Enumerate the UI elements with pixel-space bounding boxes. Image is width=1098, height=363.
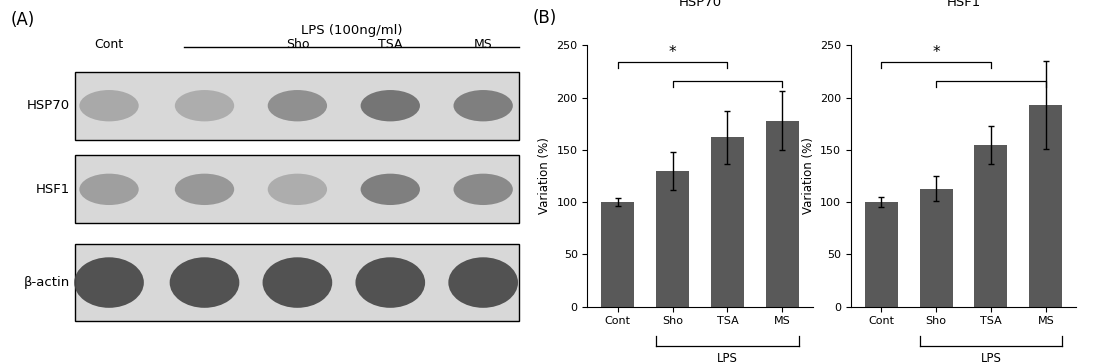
Ellipse shape	[75, 257, 144, 308]
Bar	[712, 137, 744, 307]
Bar	[766, 121, 799, 307]
Text: (B): (B)	[533, 9, 557, 27]
Text: Sho: Sho	[285, 38, 310, 51]
Ellipse shape	[79, 90, 138, 121]
Ellipse shape	[170, 257, 239, 308]
Text: MS: MS	[474, 38, 493, 51]
Text: HSF1: HSF1	[36, 183, 70, 196]
Text: *: *	[932, 45, 940, 60]
Text: *: *	[669, 45, 676, 60]
Y-axis label: Variation (%): Variation (%)	[538, 138, 551, 215]
Ellipse shape	[360, 90, 419, 121]
Ellipse shape	[360, 174, 419, 205]
Text: HSP70: HSP70	[27, 99, 70, 112]
Ellipse shape	[453, 90, 513, 121]
Bar	[76, 72, 519, 140]
Ellipse shape	[453, 174, 513, 205]
Y-axis label: Variation (%): Variation (%)	[802, 138, 815, 215]
Text: LPS: LPS	[981, 352, 1001, 363]
Bar	[76, 244, 519, 321]
Bar	[76, 155, 519, 223]
Text: LPS (100ng/ml): LPS (100ng/ml)	[301, 24, 402, 37]
Ellipse shape	[268, 174, 327, 205]
Ellipse shape	[262, 257, 333, 308]
Text: (A): (A)	[11, 11, 35, 29]
Text: Cont: Cont	[94, 38, 124, 51]
Bar	[920, 189, 952, 307]
Bar	[865, 202, 898, 307]
Bar	[657, 171, 690, 307]
Ellipse shape	[175, 174, 234, 205]
Ellipse shape	[448, 257, 518, 308]
Title: HSP70: HSP70	[679, 0, 721, 9]
Text: LPS: LPS	[717, 352, 738, 363]
Ellipse shape	[175, 90, 234, 121]
Bar	[1030, 105, 1063, 307]
Text: TSA: TSA	[378, 38, 403, 51]
Ellipse shape	[268, 90, 327, 121]
Bar	[602, 202, 635, 307]
Ellipse shape	[79, 174, 138, 205]
Bar	[975, 145, 1008, 307]
Title: HSF1: HSF1	[946, 0, 981, 9]
Ellipse shape	[356, 257, 425, 308]
Text: β-actin: β-actin	[24, 276, 70, 289]
